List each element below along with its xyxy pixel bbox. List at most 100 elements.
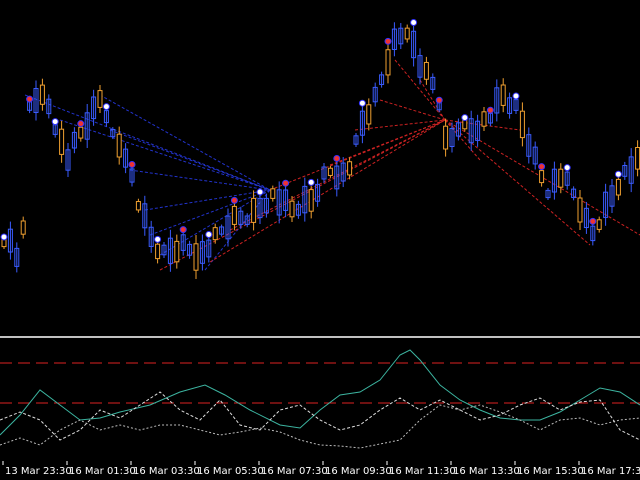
candle-body (135, 201, 141, 211)
time-label: 16 Mar 13:30 (453, 466, 520, 477)
candle-body (500, 84, 506, 106)
candle-body (494, 87, 500, 114)
signal-dot (26, 95, 34, 103)
candle-body (295, 203, 301, 216)
signal-dot (614, 170, 622, 178)
candle-body (545, 189, 551, 199)
signal-dot (230, 196, 238, 204)
candle-body (238, 210, 244, 225)
candle-body (212, 227, 218, 241)
candle-body (161, 244, 167, 256)
candle-body (180, 234, 186, 251)
candle-body (539, 170, 545, 184)
candle-body (334, 165, 340, 190)
candle-body (462, 119, 468, 130)
candle-body (513, 99, 519, 111)
candle-body (199, 241, 205, 264)
signal-dot (282, 179, 290, 187)
candle-body (219, 226, 225, 235)
fan-line (444, 119, 481, 161)
candle-body (148, 226, 154, 247)
candle-body (596, 219, 602, 230)
candle-body (289, 200, 295, 218)
candle-body (526, 134, 532, 157)
candle-body (340, 162, 346, 182)
candle-body (398, 27, 404, 45)
candle-body (206, 239, 212, 258)
candle-body (270, 188, 276, 199)
candle-body (276, 189, 282, 216)
candle-body (174, 240, 180, 263)
candle-body (628, 156, 634, 184)
candle-body (551, 168, 557, 193)
candle-body (78, 126, 84, 139)
candle-body (468, 118, 474, 144)
candle-body (359, 110, 365, 136)
candle-body (315, 183, 321, 202)
candle-body (244, 215, 250, 225)
candle-body (430, 76, 436, 90)
fan-line (149, 189, 271, 236)
signal-dot (589, 217, 597, 225)
candle-body (481, 111, 487, 127)
candle-body (590, 225, 596, 242)
candle-body (129, 168, 135, 183)
time-label: 16 Mar 01:30 (69, 466, 136, 477)
signal-dot (358, 99, 366, 107)
candle-body (283, 189, 289, 211)
time-label: 16 Mar 17:30 (581, 466, 640, 477)
candle-body (155, 243, 161, 260)
candle-body (91, 96, 97, 120)
candle-body (615, 178, 621, 196)
time-label: 16 Mar 05:30 (197, 466, 264, 477)
signal-dot (461, 114, 469, 122)
candle-body (39, 84, 45, 105)
candle-body (532, 146, 538, 165)
fan-line (354, 119, 446, 131)
time-label: 16 Mar 07:30 (261, 466, 328, 477)
time-label: 16 Mar 09:30 (325, 466, 392, 477)
candle-body (103, 110, 109, 124)
candle-body (123, 148, 129, 168)
time-label: 16 Mar 11:30 (389, 466, 456, 477)
candle-body (257, 197, 263, 219)
candle-body (609, 185, 615, 207)
candle-body (327, 167, 333, 176)
candle-body (558, 168, 564, 188)
candle-body (231, 205, 237, 225)
signal-dot (205, 231, 213, 238)
signal-dot (256, 188, 264, 196)
signal-dot (0, 233, 8, 241)
signal-dot (384, 37, 392, 45)
fan-line (59, 119, 271, 191)
candle-body (142, 203, 148, 229)
signal-dot (333, 154, 341, 162)
fan-line (99, 94, 271, 191)
signal-dot (154, 235, 162, 243)
candle-body (385, 49, 391, 76)
candle-body (321, 166, 327, 180)
candle-body (603, 191, 609, 218)
candle-body (46, 98, 52, 115)
signal-dot (102, 103, 110, 111)
candle-body (187, 243, 193, 256)
signal-dot (435, 96, 443, 104)
oscillator-line (0, 349, 640, 436)
candle-body (7, 228, 13, 253)
fan-line (229, 119, 446, 231)
fan-line (379, 99, 446, 121)
signal-dot (128, 161, 136, 168)
candle-body (308, 189, 314, 212)
candle-body (635, 147, 640, 170)
candle-body (225, 215, 231, 240)
candle-body (110, 128, 116, 138)
candle-body (577, 197, 583, 223)
candle-body (116, 133, 122, 158)
candle-body (455, 122, 461, 137)
candle-body (59, 128, 65, 155)
candle-body (193, 243, 199, 271)
